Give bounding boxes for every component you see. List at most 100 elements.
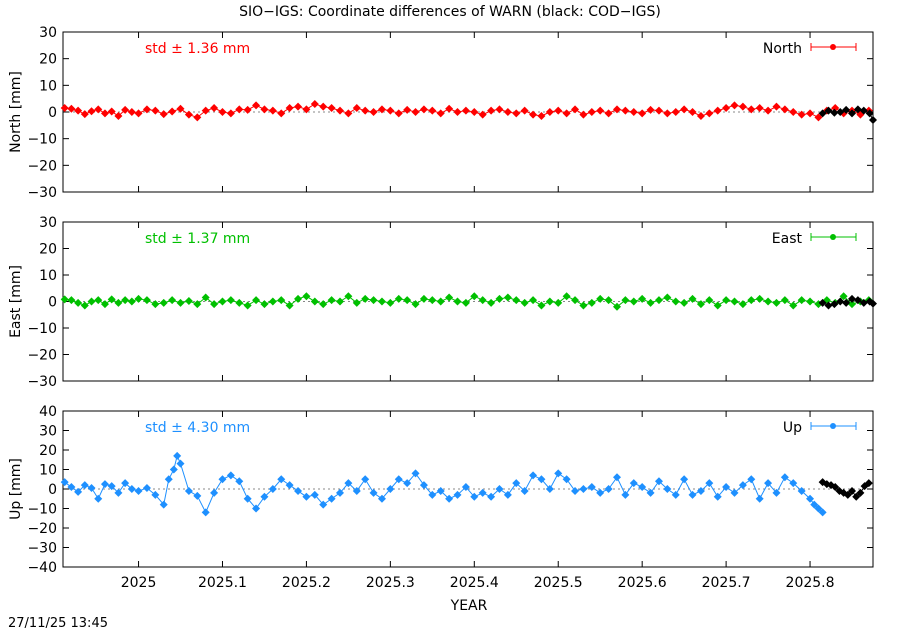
up-data-point [327,494,336,503]
east-data-point [696,300,705,309]
east-data-point [428,296,437,305]
up-data-point [260,492,269,501]
up-y-axis-label: Up [mm] [8,458,24,520]
north-cod-data-point [859,106,868,115]
up-data-point [100,480,109,489]
up-data-point [612,473,621,482]
north-data-point [713,106,722,115]
north-data-point [100,109,109,118]
up-data-point [604,485,613,493]
north-y-tick-label: 20 [39,52,57,68]
east-data-point [747,296,756,305]
up-data-point [411,469,420,478]
up-data-point [252,504,261,513]
up-data-point [629,479,638,488]
east-data-point [60,295,69,304]
north-data-point [587,108,596,116]
east-data-point [487,298,496,307]
east-data-point [629,297,638,306]
up-data-point [394,475,403,484]
chart-title: SIO−IGS: Coordinate differences of WARN … [239,4,661,20]
north-data-point [545,108,554,116]
east-y-tick-label: 20 [39,242,57,258]
north-data-point [319,102,328,111]
up-data-point [453,490,462,499]
x-tick-label: 2025.6 [618,575,667,591]
up-legend-marker [830,423,836,429]
up-data-point [87,484,96,493]
up-data-point [818,508,827,517]
up-data-point [277,475,286,484]
up-data-point [810,500,819,509]
east-data-point [260,300,269,309]
north-data-point [114,112,123,120]
up-data-point [638,483,647,492]
up-panel: −40 −30 −20 −10 0 10 20 30 40 2025 2025.1 2025.2 202… [8,404,874,591]
east-data-point [151,300,160,309]
up-data-point [680,475,689,484]
north-data-point [193,113,202,122]
north-data-point [210,104,219,112]
north-data-point [142,105,151,114]
east-data-point [201,293,210,302]
north-data-point [361,106,370,115]
east-data-point [713,301,722,310]
east-data-point [461,298,470,307]
east-data-point [562,292,571,301]
up-data-point [127,485,136,493]
north-data-point [554,106,563,115]
east-data-point [344,292,353,301]
north-cod-series-line [822,108,874,121]
north-data-point [671,108,680,116]
east-data-point [310,297,319,306]
up-data-point [461,483,470,492]
up-data-point [173,451,182,460]
east-data-point [738,300,747,309]
x-tick-label: 2025.4 [450,575,499,591]
east-legend-label: East [772,231,803,247]
east-data-point [80,301,89,310]
up-data-point [671,490,680,499]
up-data-point [780,473,789,482]
up-data-point [121,479,130,488]
east-panel: −30 −20 −10 0 10 20 30 East [mm] std ± 1.37 mm Ea… [8,215,877,390]
east-data-point [545,297,554,306]
east-data-point [621,296,630,305]
north-y-tick-label: −10 [27,132,57,148]
east-data-point [495,294,504,303]
north-data-point [226,109,235,118]
east-data-point [159,298,168,307]
east-data-point [453,297,462,306]
north-data-point [646,105,655,114]
timestamp: 27/11/25 13:45 [8,616,108,630]
east-cod-data-point [818,298,827,307]
north-data-point [344,109,353,118]
north-data-point [596,106,605,115]
north-y-tick-label: −30 [27,185,57,201]
east-data-point [654,296,663,305]
east-data-point [114,298,123,307]
north-data-point [738,102,747,111]
east-data-point [94,296,103,305]
east-data-point [419,294,428,303]
north-cod-data-point [865,109,874,118]
north-data-point [680,105,689,114]
north-data-point [201,106,210,115]
east-data-point [394,294,403,303]
up-data-point [184,486,193,495]
north-data-point [411,108,420,116]
x-tick-label: 2025.5 [534,575,583,591]
up-data-point [169,465,178,474]
north-y-tick-label: 0 [48,105,57,121]
x-tick-label: 2025.2 [282,575,331,591]
north-data-point [87,107,96,116]
east-data-point [806,297,815,306]
up-data-point [201,508,210,517]
up-y-tick-label: −20 [27,521,57,537]
up-data-point [67,483,76,492]
north-data-point [60,104,69,112]
east-data-point [294,294,303,303]
up-data-point [114,488,123,497]
east-data-point [612,302,621,311]
east-cod-data-point [853,296,862,305]
